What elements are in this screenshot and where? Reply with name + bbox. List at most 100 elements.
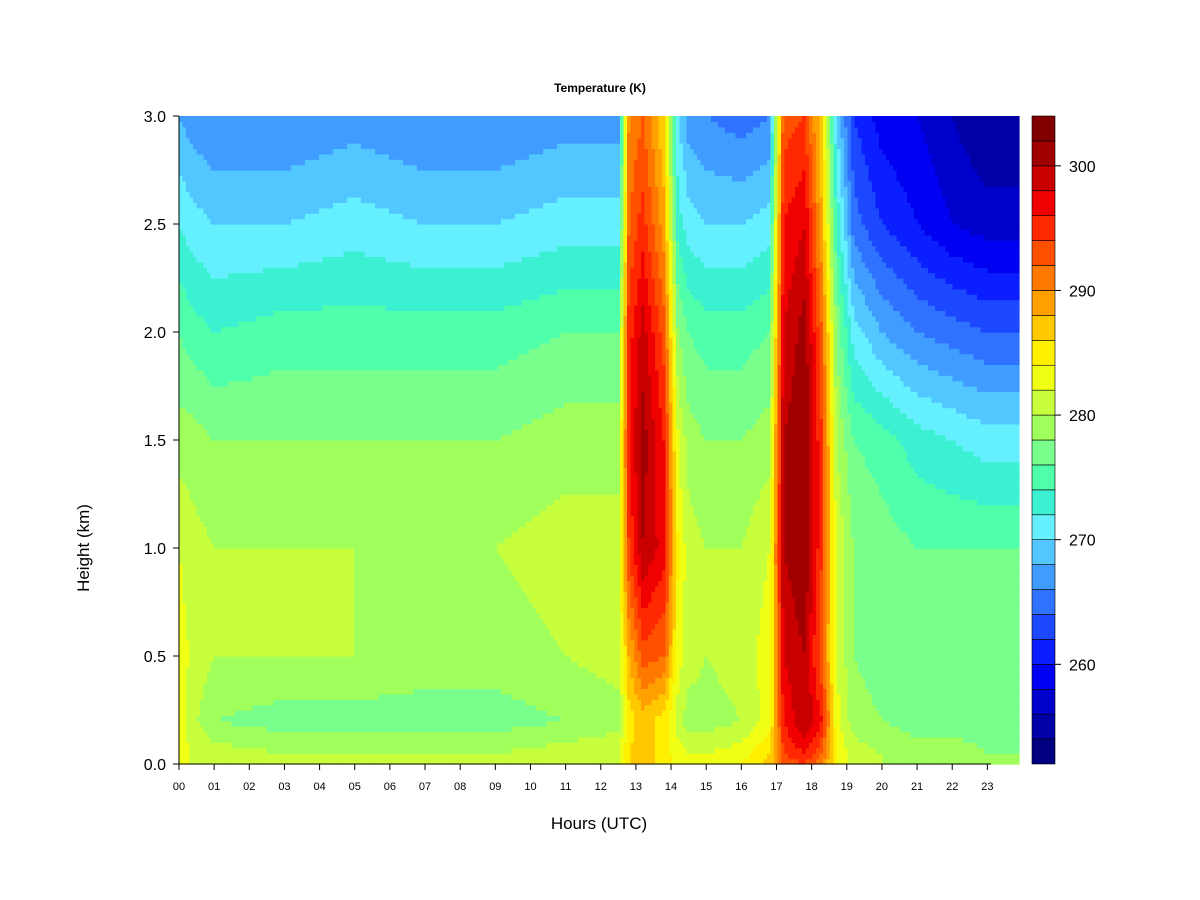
heatmap-cell (232, 310, 236, 316)
heatmap-cell (232, 742, 236, 748)
heatmap-cell (323, 661, 327, 667)
heatmap-cell (284, 732, 288, 738)
heatmap-cell (207, 624, 211, 630)
heatmap-cell (305, 343, 309, 349)
heatmap-cell (291, 370, 295, 376)
heatmap-cell (281, 640, 285, 646)
heatmap-cell (204, 397, 208, 403)
heatmap-cell (211, 456, 215, 462)
heatmap-cell (274, 715, 278, 721)
heatmap-cell (260, 683, 264, 689)
heatmap-cell (197, 537, 201, 543)
heatmap-cell (253, 348, 257, 354)
heatmap-cell (200, 424, 204, 430)
heatmap-cell (214, 559, 218, 565)
heatmap-cell (316, 229, 320, 235)
heatmap-cell (267, 667, 271, 673)
heatmap-cell (281, 305, 285, 311)
heatmap-cell (316, 208, 320, 214)
heatmap-cell (298, 661, 302, 667)
heatmap-cell (183, 694, 187, 700)
heatmap-cell (228, 143, 232, 149)
heatmap-cell (232, 532, 236, 538)
heatmap-cell (309, 175, 313, 181)
heatmap-cell (291, 402, 295, 408)
heatmap-cell (319, 472, 323, 478)
heatmap-cell (200, 532, 204, 538)
heatmap-cell (267, 694, 271, 700)
heatmap-cell (309, 489, 313, 495)
heatmap-cell (228, 537, 232, 543)
heatmap-cell (197, 354, 201, 360)
heatmap-cell (246, 181, 250, 187)
heatmap-cell (298, 316, 302, 322)
heatmap-cell (253, 305, 257, 311)
heatmap-cell (295, 429, 299, 435)
heatmap-cell (204, 651, 208, 657)
heatmap-cell (218, 505, 222, 511)
heatmap-cell (190, 283, 194, 289)
heatmap-cell (235, 251, 239, 257)
heatmap-cell (267, 478, 271, 484)
heatmap-cell (204, 256, 208, 262)
heatmap-cell (316, 737, 320, 743)
heatmap-cell (200, 651, 204, 657)
heatmap-cell (204, 645, 208, 651)
heatmap-cell (211, 294, 215, 300)
heatmap-cell (183, 499, 187, 505)
heatmap-cell (288, 570, 292, 576)
heatmap-cell (319, 197, 323, 203)
heatmap-cell (309, 138, 313, 144)
heatmap-cell (253, 273, 257, 279)
heatmap-cell (186, 154, 190, 160)
heatmap-cell (221, 499, 225, 505)
heatmap-cell (295, 262, 299, 268)
heatmap-cell (288, 435, 292, 441)
heatmap-cell (284, 159, 288, 165)
heatmap-cell (284, 262, 288, 268)
heatmap-cell (288, 721, 292, 727)
heatmap-cell (260, 132, 264, 138)
heatmap-cell (214, 348, 218, 354)
heatmap-cell (239, 570, 243, 576)
heatmap-cell (305, 710, 309, 716)
heatmap-cell (211, 219, 215, 225)
heatmap-cell (183, 262, 187, 268)
heatmap-cell (274, 256, 278, 262)
heatmap-cell (242, 640, 246, 646)
heatmap-cell (284, 435, 288, 441)
heatmap-cell (291, 607, 295, 613)
heatmap-cell (291, 327, 295, 333)
heatmap-cell (193, 132, 197, 138)
heatmap-cell (274, 219, 278, 225)
heatmap-cell (270, 165, 274, 171)
heatmap-cell (295, 300, 299, 306)
heatmap-cell (305, 224, 309, 230)
heatmap-cell (221, 413, 225, 419)
heatmap-cell (274, 397, 278, 403)
heatmap-cell (295, 737, 299, 743)
heatmap-cell (277, 586, 281, 592)
heatmap-cell (218, 391, 222, 397)
heatmap-cell (190, 381, 194, 387)
heatmap-cell (277, 553, 281, 559)
heatmap-cell (186, 224, 190, 230)
heatmap-cell (253, 726, 257, 732)
heatmap-cell (316, 354, 320, 360)
heatmap-cell (319, 170, 323, 176)
heatmap-cell (183, 337, 187, 343)
heatmap-cell (183, 116, 187, 122)
heatmap-cell (232, 273, 236, 279)
heatmap-cell (246, 667, 250, 673)
heatmap-cell (298, 553, 302, 559)
heatmap-cell (207, 526, 211, 532)
heatmap-cell (221, 132, 225, 138)
heatmap-cell (197, 516, 201, 522)
heatmap-cell (200, 526, 204, 532)
heatmap-cell (239, 159, 243, 165)
heatmap-cell (312, 483, 316, 489)
heatmap-cell (256, 424, 260, 430)
heatmap-cell (319, 510, 323, 516)
heatmap-cell (207, 656, 211, 662)
heatmap-cell (302, 656, 306, 662)
